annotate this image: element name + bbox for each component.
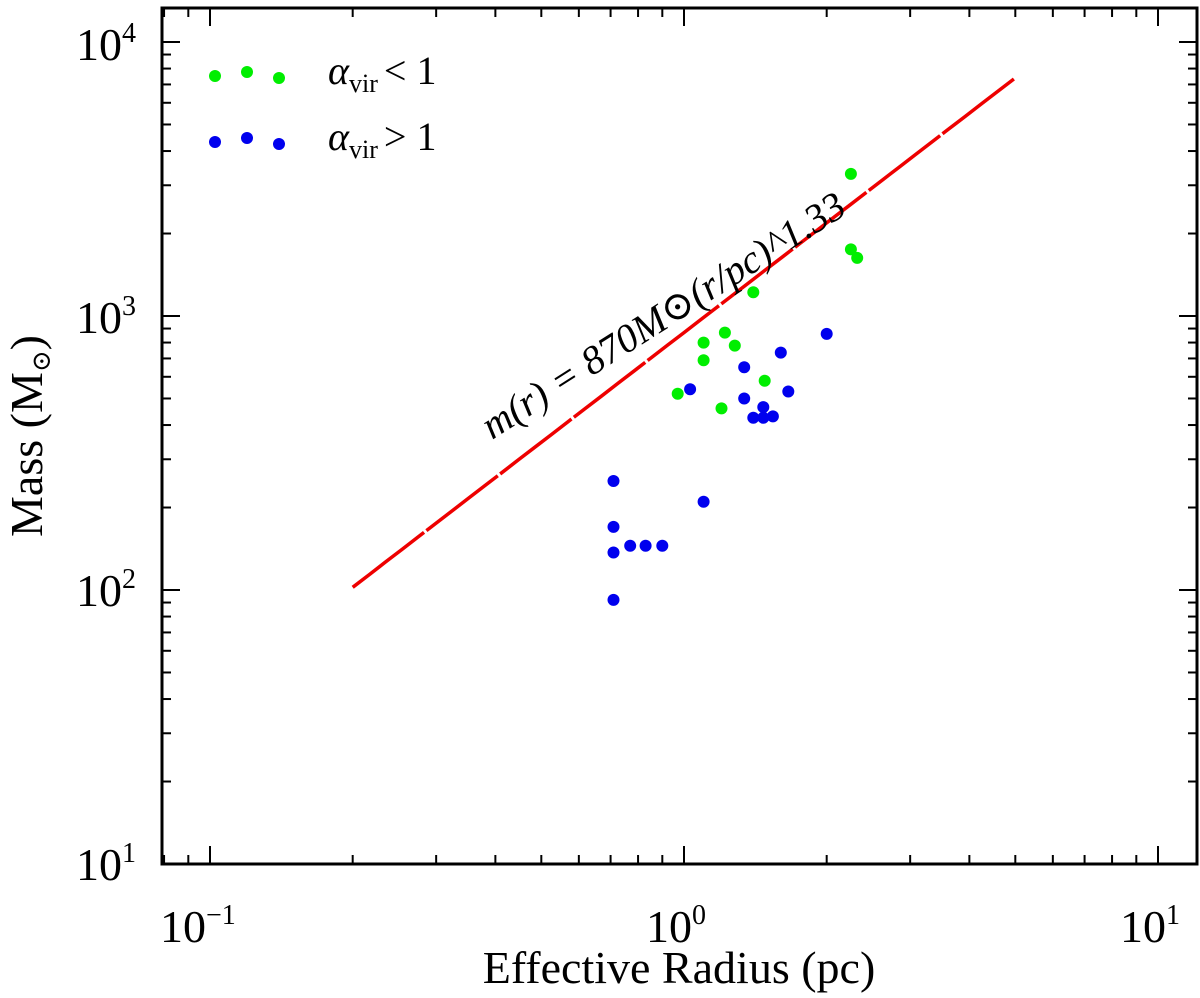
- x-tick-label: 101: [1120, 900, 1180, 952]
- legend-relation: < 1: [384, 48, 437, 93]
- legend-label-alpha-vir-less-1: αvir < 1: [328, 48, 436, 98]
- point-alpha-vir-greater-1: [607, 546, 620, 559]
- fit-line: [351, 76, 1017, 589]
- y-tick-base: 10: [76, 292, 122, 343]
- point-alpha-vir-greater-1: [757, 401, 770, 414]
- point-alpha-vir-greater-1: [774, 346, 787, 359]
- legend-marker: [209, 136, 221, 148]
- point-alpha-vir-less-1: [697, 336, 710, 349]
- legend-marker: [209, 70, 221, 82]
- point-alpha-vir-less-1: [844, 243, 857, 256]
- legend-markers: [209, 66, 285, 150]
- point-alpha-vir-greater-1: [684, 383, 697, 396]
- legend-label-alpha-vir-greater-1: αvir > 1: [328, 114, 436, 164]
- legend-marker: [241, 66, 253, 78]
- plot-frame: [160, 6, 1199, 866]
- data-points: [607, 167, 864, 606]
- x-tick-label: 100: [646, 900, 706, 952]
- point-alpha-vir-less-1: [851, 251, 864, 264]
- legend-marker: [273, 72, 285, 84]
- x-tick-exp: 1: [1166, 900, 1180, 931]
- y-tick-exp: 1: [122, 838, 136, 869]
- x-tick-label: 10−1: [160, 900, 236, 952]
- y-tick-exp: 3: [122, 291, 136, 322]
- x-tick-base: 10: [1120, 901, 1166, 952]
- y-tick-label: 102: [76, 564, 136, 616]
- legend-sub: vir: [349, 135, 378, 164]
- legend: αvir < 1 αvir > 1: [209, 48, 436, 164]
- point-alpha-vir-greater-1: [738, 392, 751, 405]
- x-tick-exp: −1: [206, 900, 236, 931]
- y-tick-base: 10: [76, 565, 122, 616]
- point-alpha-vir-less-1: [671, 387, 684, 400]
- legend-symbol: α: [328, 114, 350, 159]
- y-tick-base: 10: [76, 839, 122, 890]
- x-tick-exp: 0: [692, 900, 706, 931]
- point-alpha-vir-greater-1: [607, 593, 620, 606]
- point-alpha-vir-less-1: [718, 326, 731, 339]
- point-alpha-vir-greater-1: [820, 327, 833, 340]
- y-axis-title-base: Mass (M: [1, 372, 52, 537]
- point-alpha-vir-greater-1: [766, 410, 779, 423]
- y-axis-title: Mass (M⊙): [1, 335, 56, 537]
- point-alpha-vir-greater-1: [697, 495, 710, 508]
- fit-line-group: [351, 76, 1017, 589]
- y-tick-label: 103: [76, 291, 136, 343]
- plot-background: [162, 8, 1197, 864]
- point-alpha-vir-greater-1: [747, 411, 760, 424]
- point-alpha-vir-less-1: [747, 286, 760, 299]
- y-tick-exp: 2: [122, 564, 136, 595]
- point-alpha-vir-greater-1: [607, 475, 620, 487]
- point-alpha-vir-greater-1: [782, 385, 795, 398]
- point-alpha-vir-greater-1: [639, 539, 652, 552]
- y-tick-label: 101: [76, 838, 136, 890]
- y-tick-exp: 4: [122, 18, 136, 49]
- legend-symbol: α: [328, 48, 350, 93]
- y-tick-labels: 101 102 103 104: [76, 18, 136, 890]
- y-tick-base: 10: [76, 19, 122, 70]
- point-alpha-vir-less-1: [715, 402, 728, 415]
- legend-relation: > 1: [384, 114, 437, 159]
- x-tick-labels: 10−1 100 101: [160, 900, 1180, 952]
- point-alpha-vir-greater-1: [757, 411, 770, 424]
- legend-marker: [273, 138, 285, 150]
- legend-marker: [241, 132, 253, 144]
- point-alpha-vir-less-1: [697, 354, 710, 367]
- point-alpha-vir-less-1: [844, 167, 857, 180]
- y-axis-title-close: ): [1, 335, 52, 350]
- point-alpha-vir-greater-1: [738, 361, 751, 374]
- x-tick-base: 10: [160, 901, 206, 952]
- point-alpha-vir-less-1: [728, 339, 741, 352]
- point-alpha-vir-greater-1: [607, 520, 620, 533]
- y-axis-title-sub: ⊙: [27, 350, 56, 372]
- point-alpha-vir-less-1: [758, 374, 771, 387]
- point-alpha-vir-greater-1: [624, 539, 637, 552]
- x-axis-title: Effective Radius (pc): [483, 942, 876, 993]
- legend-sub: vir: [349, 69, 378, 98]
- point-alpha-vir-greater-1: [656, 539, 669, 552]
- y-tick-label: 104: [76, 18, 136, 70]
- x-tick-base: 10: [646, 901, 692, 952]
